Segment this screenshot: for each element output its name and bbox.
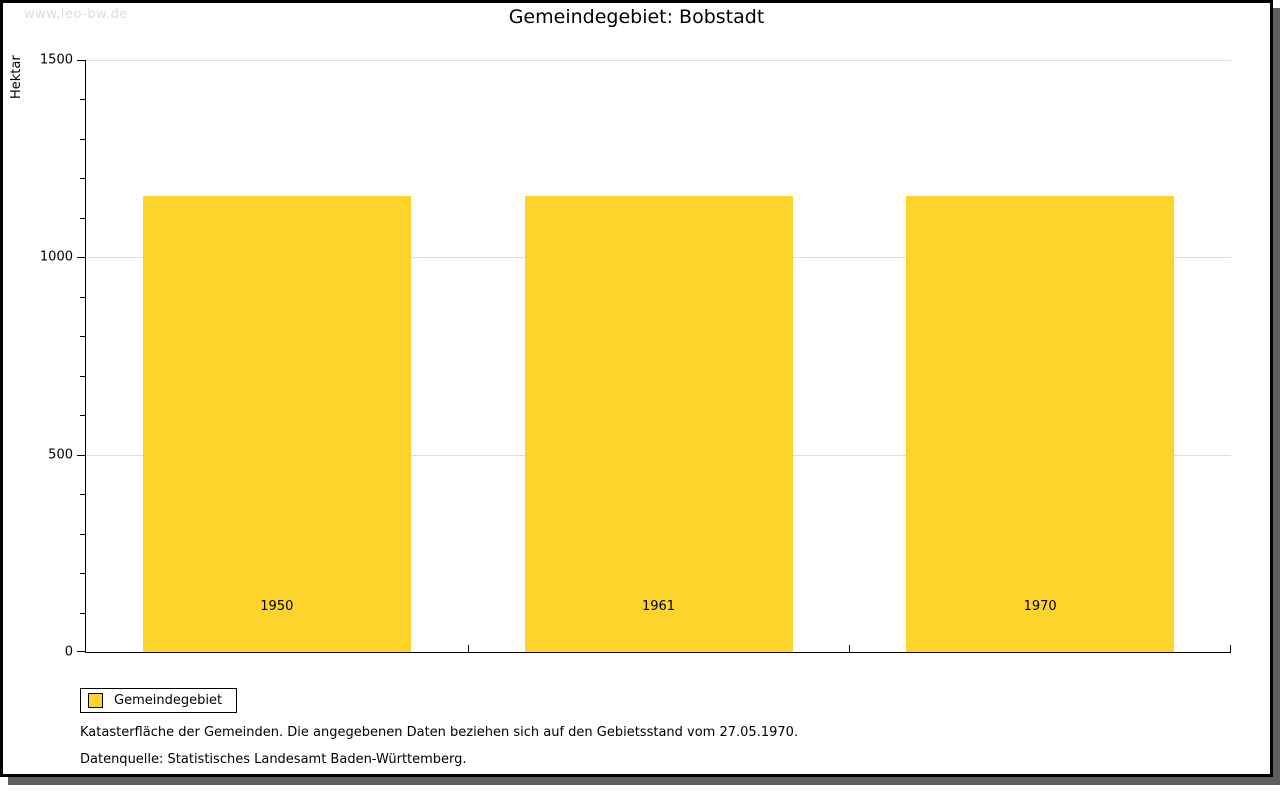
x-axis-boundary-tick (1230, 645, 1231, 652)
y-axis-minor-tick (80, 296, 85, 298)
x-tick-label-1961: 1961 (641, 599, 676, 614)
chart-panel: www.leo-bw.de Gemeindegebiet: Bobstadt H… (0, 0, 1273, 777)
y-axis-minor-tick (80, 533, 85, 535)
y-axis-major-tick (77, 60, 85, 61)
bar-1950 (142, 196, 411, 652)
legend-swatch (88, 693, 103, 708)
y-axis-major-tick (77, 257, 85, 259)
y-axis-minor-tick (80, 612, 85, 614)
y-axis-major-tick (77, 651, 85, 652)
y-axis-minor-tick (80, 573, 85, 575)
y-axis-minor-tick (80, 415, 85, 417)
legend-label: Gemeindegebiet (114, 693, 223, 708)
x-axis-boundary-tick (467, 645, 469, 652)
x-axis-boundary-tick (849, 645, 851, 652)
chart-title: Gemeindegebiet: Bobstadt (508, 6, 765, 28)
y-tick-label-500: 500 (48, 447, 73, 463)
footnote-data-note: Katasterfläche der Gemeinden. Die angege… (80, 725, 799, 740)
watermark-leo-bw: www.leo-bw.de (24, 7, 128, 22)
y-tick-label-0: 0 (64, 644, 73, 660)
bar-1961 (524, 196, 793, 652)
y-tick-label-1000: 1000 (39, 249, 73, 265)
x-tick-label-1950: 1950 (260, 599, 294, 614)
y-axis-minor-tick (80, 138, 85, 140)
y-axis-minor-tick (80, 494, 85, 496)
y-axis-minor-tick (80, 336, 85, 338)
y-axis-minor-tick (80, 375, 85, 377)
plot-area: 0 500 1000 1500 (40, 53, 1231, 660)
y-tick-label-1500: 1500 (39, 52, 73, 68)
y-axis-minor-tick (80, 178, 85, 180)
y-axis-major-tick (77, 454, 85, 456)
bar-1970 (906, 196, 1175, 652)
x-tick-label-1970: 1970 (1023, 599, 1057, 614)
y-axis-minor-tick (80, 99, 85, 101)
legend-box: Gemeindegebiet (80, 688, 238, 713)
footnote-data-source: Datenquelle: Statistisches Landesamt Bad… (80, 752, 467, 767)
y-axis-title: Hektar (9, 55, 24, 99)
gridline-1500 (86, 60, 1231, 61)
y-axis-minor-tick (80, 217, 85, 219)
